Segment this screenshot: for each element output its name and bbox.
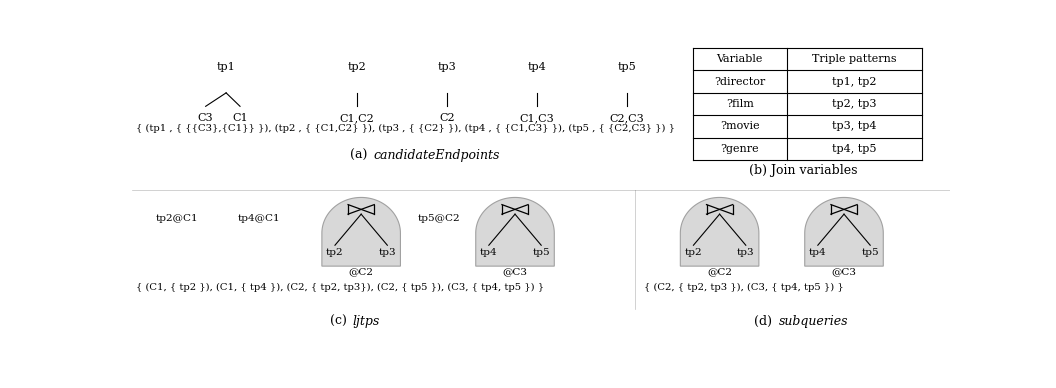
Text: Triple patterns: Triple patterns (812, 54, 897, 64)
Text: tp4: tp4 (809, 248, 827, 257)
Polygon shape (475, 197, 554, 266)
Text: C1,C3: C1,C3 (520, 113, 554, 123)
Text: tp2@C1: tp2@C1 (155, 214, 199, 223)
Text: C2: C2 (439, 113, 455, 123)
Text: tp1: tp1 (216, 62, 235, 73)
Text: @C2: @C2 (708, 268, 732, 277)
Text: tp4, tp5: tp4, tp5 (832, 144, 876, 154)
Text: tp5: tp5 (618, 62, 637, 73)
Text: tp3: tp3 (737, 248, 755, 257)
Polygon shape (680, 197, 759, 266)
Text: tp3, tp4: tp3, tp4 (832, 121, 876, 132)
Text: tp4: tp4 (480, 248, 497, 257)
Text: C2,C3: C2,C3 (609, 113, 644, 123)
Text: { (tp1 , { {{C3},{C1}} }), (tp2 , { {C1,C2} }), (tp3 , { {C2} }), (tp4 , { {C1,C: { (tp1 , { {{C3},{C1}} }), (tp2 , { {C1,… (136, 124, 675, 133)
Text: tp5: tp5 (532, 248, 550, 257)
Polygon shape (805, 197, 883, 266)
Text: ?movie: ?movie (720, 121, 759, 132)
Text: C1,C2: C1,C2 (340, 113, 375, 123)
Text: tp4@C1: tp4@C1 (238, 214, 280, 223)
Polygon shape (322, 197, 400, 266)
Text: (c): (c) (329, 315, 353, 328)
Text: (d): (d) (754, 315, 778, 328)
Text: @C2: @C2 (348, 268, 374, 277)
Text: tp2: tp2 (684, 248, 702, 257)
Text: tp2: tp2 (326, 248, 344, 257)
Text: tp5@C2: tp5@C2 (417, 214, 460, 223)
Text: ?director: ?director (714, 77, 766, 87)
Text: tp3: tp3 (378, 248, 396, 257)
Text: tp4: tp4 (528, 62, 547, 73)
Text: tp2: tp2 (347, 62, 366, 73)
Text: ?film: ?film (725, 99, 754, 109)
Text: C1: C1 (232, 113, 248, 123)
Text: candidateEndpoints: candidateEndpoints (374, 149, 499, 162)
Text: { (C1, { tp2 }), (C1, { tp4 }), (C2, { tp2, tp3}), (C2, { tp5 }), (C3, { tp4, tp: { (C1, { tp2 }), (C1, { tp4 }), (C2, { t… (136, 282, 544, 292)
Text: subqueries: subqueries (778, 315, 848, 328)
Text: C3: C3 (197, 113, 213, 123)
Text: tp5: tp5 (862, 248, 879, 257)
Text: ?genre: ?genre (720, 144, 759, 154)
Text: { (C2, { tp2, tp3 }), (C3, { tp4, tp5 }) }: { (C2, { tp2, tp3 }), (C3, { tp4, tp5 })… (643, 282, 844, 292)
Text: (b) Join variables: (b) Join variables (749, 164, 857, 177)
Text: tp3: tp3 (437, 62, 456, 73)
Text: ljtps: ljtps (353, 315, 380, 328)
Text: @C3: @C3 (831, 268, 856, 277)
Text: tp2, tp3: tp2, tp3 (832, 99, 876, 109)
Text: @C3: @C3 (503, 268, 528, 277)
Text: tp1, tp2: tp1, tp2 (832, 77, 876, 87)
Text: Variable: Variable (716, 54, 762, 64)
Text: (a): (a) (350, 149, 374, 162)
